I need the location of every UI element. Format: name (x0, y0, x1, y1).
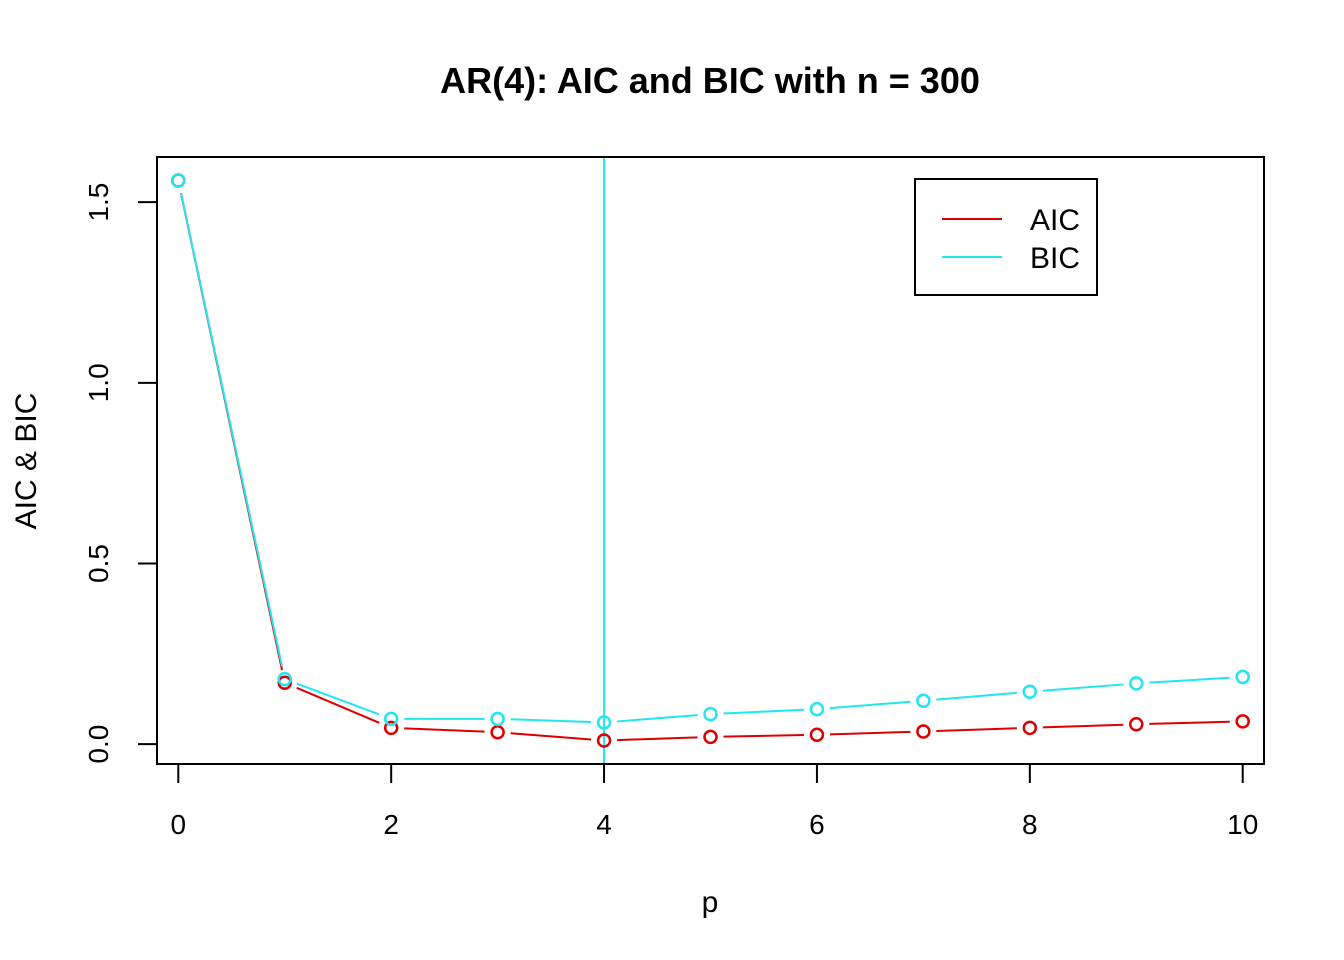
series-bic-segment (829, 700, 911, 710)
series-aic-segment (829, 730, 911, 736)
series-bic-segment (936, 691, 1017, 701)
x-tick-label: 0 (170, 809, 186, 840)
y-tick-label: 0.5 (83, 544, 114, 583)
series-aic-segment (296, 686, 380, 724)
series-bic-point (1022, 684, 1038, 699)
series-bic-segment (510, 718, 592, 724)
x-axis-label: p (702, 886, 719, 919)
y-axis-label: AIC & BIC (10, 393, 43, 530)
x-tick-label: 6 (809, 809, 825, 840)
series-bic-segment (616, 714, 698, 723)
series-bic-segment (1149, 676, 1230, 684)
legend-label-aic: AIC (1030, 204, 1080, 237)
series-aic-point (596, 733, 612, 748)
series-aic-segment (936, 727, 1017, 733)
series-layer (171, 173, 1250, 748)
series-bic (171, 173, 1250, 730)
series-bic-point (277, 671, 292, 687)
series-bic-segment (296, 682, 380, 716)
series-bic-point (809, 701, 825, 717)
series-aic-segment (1149, 720, 1230, 725)
legend-box (914, 178, 1098, 296)
series-aic-segment (617, 736, 698, 742)
series-aic-point (703, 729, 718, 745)
series-bic-segment (180, 192, 283, 667)
series-aic-point (1235, 714, 1250, 729)
x-axis: 0 2 4 6 8 10 (170, 763, 1258, 840)
series-aic-point (809, 727, 825, 742)
legend-label-bic: BIC (1030, 242, 1080, 275)
series-aic-segment (723, 733, 804, 738)
series-bic-point (916, 693, 931, 709)
chart-title: AR(4): AIC and BIC with n = 300 (440, 60, 980, 101)
series-bic-segment (723, 708, 805, 715)
legend: AIC BIC (914, 178, 1098, 296)
y-tick-label: 1.5 (83, 183, 114, 222)
series-bic-point (1129, 676, 1144, 691)
x-tick-label: 10 (1227, 809, 1258, 840)
y-tick-label: 0.0 (83, 725, 114, 764)
series-aic-segment (510, 732, 592, 741)
x-tick-label: 4 (596, 809, 612, 840)
series-aic-segment (404, 727, 485, 733)
series-aic-point (1129, 717, 1144, 732)
series-aic-point (1022, 720, 1038, 736)
series-bic-point (171, 173, 186, 188)
series-bic-point (596, 715, 612, 730)
series-aic-point (490, 724, 505, 740)
series-aic-segment (1042, 723, 1124, 729)
y-tick-label: 1.0 (83, 363, 114, 402)
series-bic-point (1235, 669, 1250, 685)
x-tick-label: 8 (1022, 809, 1038, 840)
series-bic-point (383, 711, 399, 727)
y-axis: 0.0 0.5 1.0 1.5 (83, 183, 158, 764)
series-bic-point (703, 706, 718, 722)
series-aic-point (916, 724, 931, 739)
series-bic-segment (1042, 683, 1124, 692)
x-tick-label: 2 (383, 809, 399, 840)
series-bic-point (490, 711, 505, 727)
series-aic-point (383, 720, 399, 736)
